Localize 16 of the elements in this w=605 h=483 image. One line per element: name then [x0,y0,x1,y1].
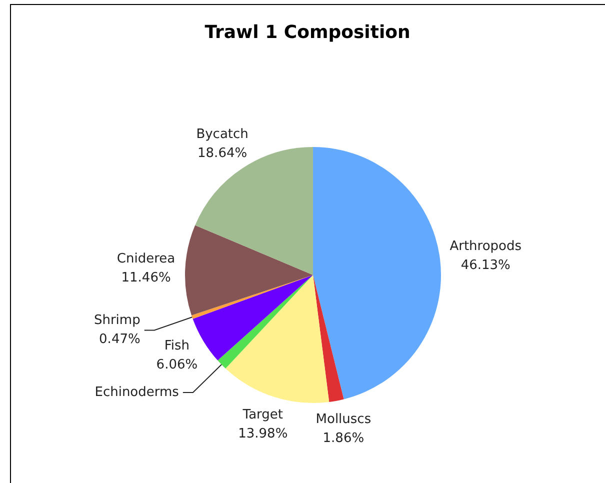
data-label: 46.13% [460,258,510,273]
data-label: 1.86% [322,431,364,446]
slice-label: Fish [164,338,190,354]
slice-label: Shrimp [94,313,140,328]
data-label: 6.06% [156,358,198,373]
data-label: 11.46% [121,270,171,286]
data-label: 13.98% [238,426,288,442]
data-label: 18.64% [198,146,248,162]
slice-label: Arthropods [450,238,522,254]
slice-label: Molluscs [316,412,372,428]
data-label: 0.47% [99,332,140,348]
slice-label: Cniderea [116,252,176,267]
slice-label: Target [242,407,283,422]
chart-title: Trawl 1 Composition [204,21,412,45]
slice-label: Bycatch [196,127,248,142]
slice-label: Echinoderms [94,384,180,400]
